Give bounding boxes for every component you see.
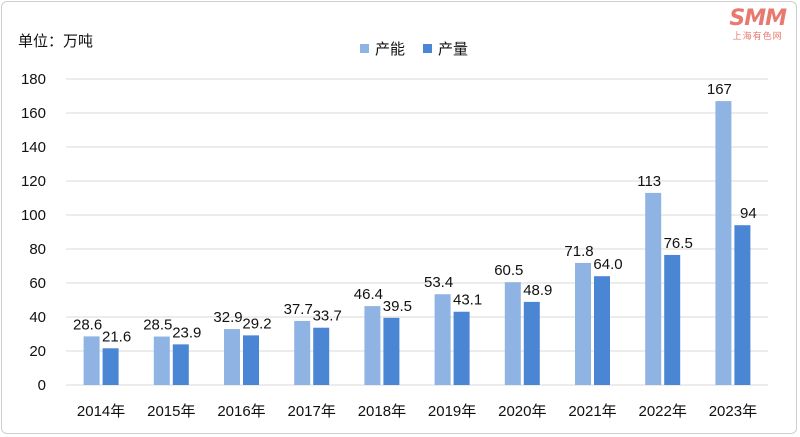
unit-label: 单位：万吨 [18,33,94,50]
y-tick-label: 160 [21,105,46,122]
y-tick-label: 60 [29,275,46,292]
bar-capacity [224,329,240,385]
legend-swatch-capacity [360,44,369,53]
data-label-capacity: 32.9 [213,309,242,326]
bar-output [523,301,540,385]
smm-logo: SMM 上海有色网 [729,6,787,41]
data-label-output: 43.1 [453,292,482,309]
legend: 产能 产量 [360,38,468,59]
bar-output [313,327,330,385]
y-tick-label: 100 [21,207,46,224]
data-label-capacity: 53.4 [424,274,453,291]
data-label-output: 23.9 [172,324,201,341]
data-label-output: 76.5 [664,235,693,252]
data-label-output: 94 [740,205,757,222]
y-tick-label: 40 [29,309,46,326]
data-label-output: 48.9 [523,282,552,299]
bar-output [383,317,400,385]
data-label-capacity: 167 [707,81,732,98]
bar-capacity [364,306,381,385]
data-label-capacity: 60.5 [494,262,523,279]
y-tick-label: 140 [21,139,46,156]
bar-output [664,254,681,385]
y-tick-label: 0 [38,377,46,394]
bar-capacity [645,192,662,385]
data-label-capacity: 37.7 [284,301,313,318]
x-tick-label: 2021年 [568,403,616,420]
bar-capacity [434,294,451,385]
bar-capacity [504,282,521,385]
data-label-output: 29.2 [242,315,271,332]
x-tick-label: 2017年 [288,403,336,420]
data-label-capacity: 71.8 [564,243,593,260]
data-label-capacity: 28.6 [73,316,102,333]
data-label-capacity: 46.4 [354,286,383,303]
x-tick-label: 2018年 [358,403,406,420]
y-tick-label: 20 [29,343,46,360]
x-tick-label: 2015年 [147,403,195,420]
legend-item-capacity: 产能 [360,38,405,59]
bar-output [243,335,259,385]
data-label-output: 64.0 [593,256,622,273]
bar-capacity [83,336,100,385]
legend-label-capacity: 产能 [375,41,406,58]
bar-output [453,311,470,385]
legend-label-output: 产量 [438,41,469,58]
bar-capacity [715,101,732,385]
x-tick-label: 2023年 [709,403,757,420]
bar-output [594,276,610,385]
y-tick-label: 180 [21,71,46,88]
data-label-output: 21.6 [102,328,131,345]
bar-output [734,225,751,385]
legend-swatch-output [423,44,433,53]
x-tick-label: 2020年 [498,403,546,420]
data-label-capacity: 28.5 [143,317,172,334]
logo-subtitle: 上海有色网 [732,31,783,41]
x-tick-label: 2014年 [77,403,125,420]
logo-mark: SMM [729,6,787,31]
x-tick-label: 2016年 [217,403,265,420]
data-label-output: 39.5 [383,298,412,315]
bar-output [102,348,119,385]
bar-output [172,344,189,385]
x-tick-label: 2022年 [639,403,687,420]
data-label-capacity: 113 [637,173,661,190]
legend-item-output: 产量 [423,38,468,59]
bar-capacity [294,320,311,385]
y-tick-label: 80 [29,241,46,258]
data-label-output: 33.7 [313,308,342,325]
x-tick-label: 2019年 [428,403,476,420]
y-tick-label: 120 [21,173,46,190]
bar-capacity [153,336,170,385]
bar-capacity [575,262,591,385]
